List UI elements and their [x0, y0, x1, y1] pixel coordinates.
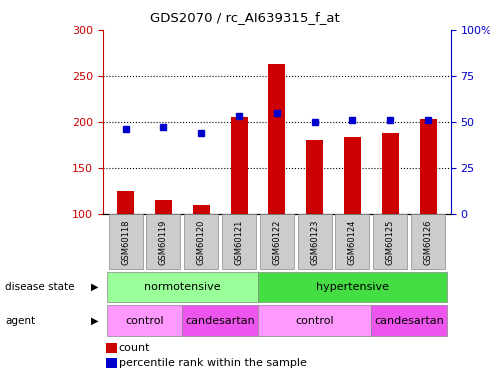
Text: GSM60118: GSM60118 — [121, 219, 130, 265]
Text: control: control — [125, 316, 164, 326]
Text: normotensive: normotensive — [144, 282, 220, 292]
Bar — [344, 138, 361, 214]
FancyBboxPatch shape — [258, 272, 447, 302]
Text: ▶: ▶ — [91, 282, 98, 292]
Text: candesartan: candesartan — [374, 316, 444, 326]
Text: GSM60119: GSM60119 — [159, 219, 168, 265]
Text: GSM60120: GSM60120 — [196, 219, 206, 265]
Bar — [382, 133, 399, 214]
Text: hypertensive: hypertensive — [316, 282, 389, 292]
Text: control: control — [295, 316, 334, 326]
Text: GSM60124: GSM60124 — [348, 219, 357, 265]
Bar — [230, 117, 247, 214]
Text: GSM60126: GSM60126 — [424, 219, 433, 265]
Bar — [106, 343, 117, 352]
FancyBboxPatch shape — [107, 305, 182, 336]
Text: GSM60123: GSM60123 — [310, 219, 319, 265]
Text: GSM60125: GSM60125 — [386, 219, 395, 265]
Bar — [419, 119, 437, 214]
Bar — [306, 140, 323, 214]
FancyBboxPatch shape — [107, 272, 258, 302]
Text: GSM60122: GSM60122 — [272, 219, 281, 265]
FancyBboxPatch shape — [222, 214, 256, 269]
Text: GSM60121: GSM60121 — [235, 219, 244, 265]
Text: count: count — [119, 343, 150, 352]
Bar — [155, 200, 172, 214]
Text: agent: agent — [5, 316, 35, 326]
Text: GDS2070 / rc_AI639315_f_at: GDS2070 / rc_AI639315_f_at — [150, 11, 340, 24]
Bar — [106, 358, 117, 368]
FancyBboxPatch shape — [184, 214, 218, 269]
Bar — [269, 64, 285, 214]
FancyBboxPatch shape — [258, 305, 371, 336]
FancyBboxPatch shape — [373, 214, 407, 269]
FancyBboxPatch shape — [297, 214, 332, 269]
FancyBboxPatch shape — [109, 214, 143, 269]
FancyBboxPatch shape — [182, 305, 258, 336]
FancyBboxPatch shape — [411, 214, 445, 269]
Text: disease state: disease state — [5, 282, 74, 292]
Text: percentile rank within the sample: percentile rank within the sample — [119, 358, 306, 368]
FancyBboxPatch shape — [336, 214, 369, 269]
FancyBboxPatch shape — [260, 214, 294, 269]
FancyBboxPatch shape — [147, 214, 180, 269]
FancyBboxPatch shape — [371, 305, 447, 336]
Text: candesartan: candesartan — [185, 316, 255, 326]
Bar — [117, 191, 134, 214]
Text: ▶: ▶ — [91, 316, 98, 326]
Bar — [193, 205, 210, 214]
